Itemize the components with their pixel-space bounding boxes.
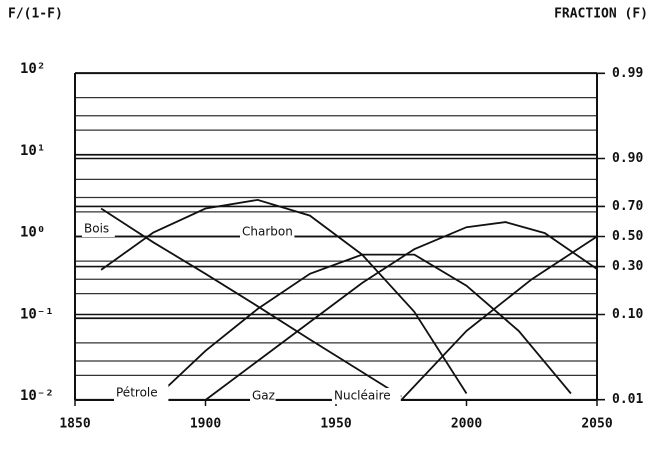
label-bg (250, 388, 276, 404)
series-line (152, 253, 572, 401)
label-bg (332, 388, 401, 404)
x-tick-label: 1900 (190, 417, 221, 432)
x-tick-label: 1850 (59, 417, 90, 432)
label-bg (240, 224, 295, 240)
y-axis-label: F/(1-F) (8, 7, 63, 22)
series-line (100, 207, 402, 398)
label-bg (114, 385, 169, 401)
y2-tick-label: 0.50 (612, 229, 643, 244)
y-tick-label: 10¹ (20, 143, 45, 159)
y2-tick-label: 0.99 (612, 66, 643, 81)
series-line (204, 221, 598, 401)
x-tick-label: 2000 (451, 417, 482, 432)
series-label: Charbon (242, 225, 293, 239)
y2-tick-label: 0.70 (612, 199, 643, 214)
series-label: Gaz (252, 389, 275, 403)
series-line (100, 198, 468, 394)
label-bg (82, 221, 115, 237)
series-label: Bois (84, 222, 109, 236)
y-tick-label: 10⁻¹ (20, 306, 54, 322)
y2-tick-label: 0.90 (612, 151, 643, 166)
y2-axis-label: FRACTION (F) (554, 7, 648, 22)
series-label: Nucléaire (334, 389, 391, 403)
y2-tick-label: 0.01 (612, 392, 643, 407)
series-label: Pétrole (116, 386, 158, 400)
y-tick-label: 10⁰ (20, 225, 45, 241)
x-tick-label: 1950 (320, 417, 351, 432)
y2-tick-label: 0.30 (612, 259, 643, 274)
y-tick-label: 10⁻² (20, 388, 54, 404)
y-tick-label: 10² (20, 61, 45, 77)
series-line (400, 235, 598, 401)
y2-tick-label: 0.10 (612, 307, 643, 322)
x-tick-label: 2050 (581, 417, 612, 432)
